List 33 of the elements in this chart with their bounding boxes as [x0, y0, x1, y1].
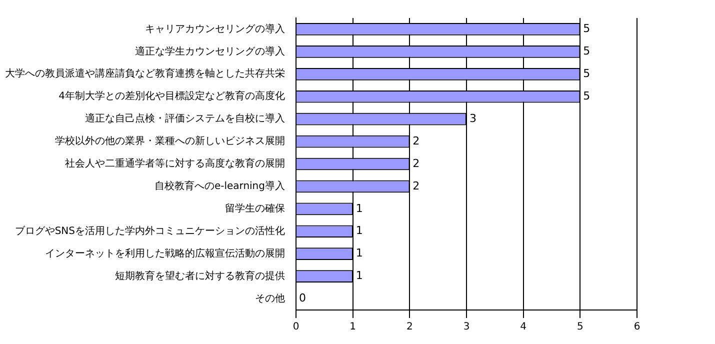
- data-label: 1: [356, 224, 363, 238]
- data-label: 2: [412, 156, 420, 170]
- y-tick-label: 大学への教員派遣や講座請負など教育連携を軸とした共存共栄: [5, 68, 285, 80]
- x-tick-label: 5: [576, 322, 584, 333]
- x-tick-label: 1: [350, 322, 356, 333]
- y-tick-label: 適正な学生カウンセリングの導入: [135, 45, 285, 58]
- data-label: 1: [356, 246, 363, 260]
- y-tick-label: 短期教育を望む者に対する教育の提供: [115, 270, 285, 282]
- x-tick-label: 0: [292, 322, 300, 333]
- y-tick-label: インターネットを利用した戦略的広報宣伝活動の展開: [45, 247, 285, 260]
- data-label: 0: [299, 292, 306, 305]
- x-tick-label: 6: [634, 322, 640, 333]
- data-label: 5: [583, 44, 590, 58]
- data-label: 3: [470, 112, 476, 125]
- y-tick-label: 4年制大学との差別化や目標設定など教育の高度化: [58, 90, 285, 102]
- data-label: 2: [412, 179, 420, 192]
- data-label: 5: [583, 67, 590, 80]
- y-tick-label: 学校以外の他の業界・業種への新しいビジネス展開: [55, 135, 285, 148]
- data-label: 5: [583, 89, 590, 102]
- data-label: 1: [356, 269, 363, 282]
- data-label: 1: [356, 202, 363, 215]
- x-tick-label: 2: [406, 322, 413, 333]
- y-tick-label: 自校教育へのe-learning導入: [154, 180, 285, 192]
- y-tick-label: その他: [255, 292, 285, 304]
- y-tick-label: 社会人や二重通学者等に対する高度な教育の展開: [65, 158, 285, 170]
- y-tick-label: キャリアカウンセリングの導入: [145, 22, 285, 35]
- data-label: 2: [412, 134, 420, 148]
- y-tick-label: ブログやSNSを活用した学内外コミュニケーションの活性化: [14, 224, 285, 237]
- data-label: 5: [583, 22, 590, 36]
- y-tick-label: 適正な自己点検・評価システムを自校に導入: [85, 112, 285, 125]
- x-tick-label: 4: [520, 322, 527, 333]
- x-tick-label: 3: [463, 322, 470, 333]
- y-tick-label: 留学生の確保: [225, 202, 285, 215]
